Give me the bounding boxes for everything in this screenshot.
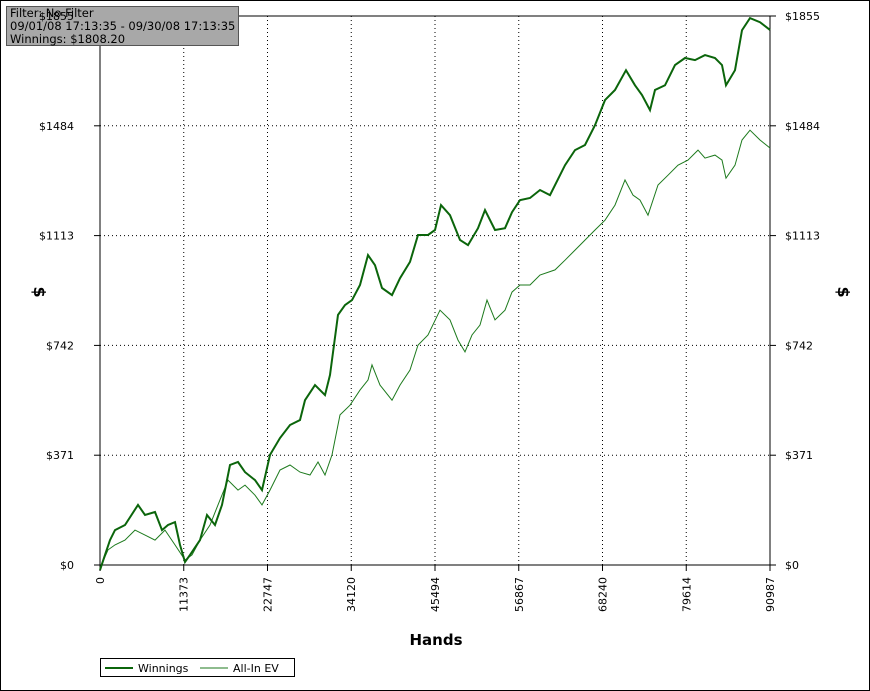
x-tick-label: 56867 [513, 577, 526, 612]
plot-frame [99, 15, 771, 566]
legend-label: All-In EV [233, 662, 279, 675]
info-winnings: Winnings: $1808.20 [10, 32, 125, 46]
x-tick-label: 34120 [345, 577, 358, 612]
y2-tick-label: $742 [785, 339, 813, 352]
y2-tick-label: $371 [785, 449, 813, 462]
plot-area [94, 15, 776, 571]
x-tick-label: 90987 [764, 577, 777, 612]
x-tick-label: 68240 [596, 577, 609, 612]
info-filter: Filter: No Filter [10, 6, 94, 20]
y-axis-label: $ [30, 286, 49, 297]
y2-axis-label: $ [834, 286, 853, 297]
y-tick-label: $1484 [39, 120, 74, 133]
y-tick-label: $371 [46, 449, 74, 462]
y-tick-label: $742 [46, 339, 74, 352]
x-tick-label: 79614 [680, 577, 693, 612]
series-line [99, 129, 771, 569]
legend-label: Winnings [138, 662, 189, 675]
x-tick-label: 0 [94, 577, 107, 584]
x-tick-label: 22747 [262, 577, 275, 612]
legend [100, 658, 295, 677]
info-box: Filter: No Filter 09/01/08 17:13:35 - 09… [6, 6, 239, 46]
series-line [99, 16, 771, 571]
y-tick-label: $1855 [39, 10, 74, 23]
y2-tick-label: $0 [785, 559, 799, 572]
x-tick-label: 11373 [178, 577, 191, 612]
x-tick-label: 45494 [429, 577, 442, 612]
y2-tick-label: $1113 [785, 230, 820, 243]
y-tick-label: $1113 [39, 230, 74, 243]
info-dates: 09/01/08 17:13:35 - 09/30/08 17:13:35 [10, 19, 235, 33]
y2-tick-label: $1855 [785, 10, 820, 23]
y2-tick-label: $1484 [785, 120, 820, 133]
y-tick-label: $0 [60, 559, 74, 572]
x-axis-label: Hands [409, 631, 462, 649]
info-background [6, 6, 239, 46]
